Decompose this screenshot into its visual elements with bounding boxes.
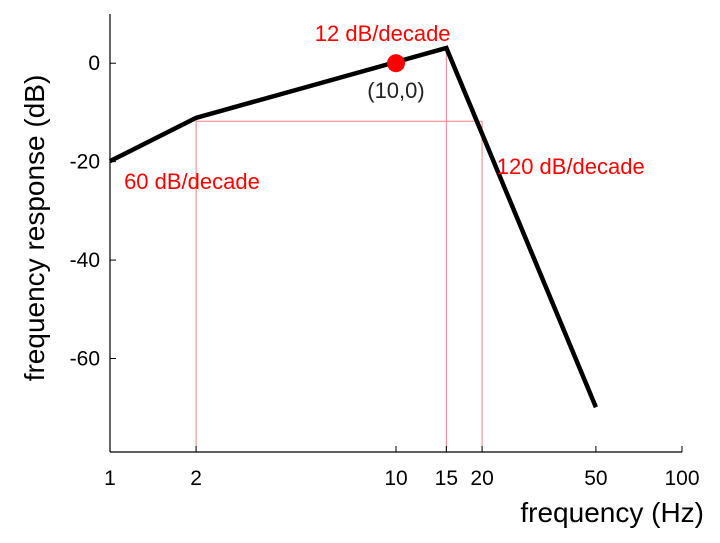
marker-point	[387, 54, 405, 73]
y-tick-label-2: -40	[70, 249, 100, 272]
guide-lines	[195, 47, 483, 452]
series-line-0	[108, 45, 598, 409]
y-tick-label-1: -20	[70, 151, 100, 174]
annotation-1: 60 dB/decade	[124, 169, 260, 194]
y-axis-label: frequency response (dB)	[19, 75, 50, 382]
x-tick-label-0: 1	[104, 467, 116, 490]
y-tick-label-0: 0	[88, 52, 100, 75]
x-tick-label-6: 100	[664, 467, 699, 490]
annotations-layer: (10,0) 12 dB/decade 60 dB/decade 120 dB/dec…	[124, 21, 645, 194]
x-tick-label-3: 15	[435, 467, 458, 490]
marker-label: (10,0)	[367, 78, 424, 103]
x-tick-label-4: 20	[470, 467, 493, 490]
axes: 1 2 10 15 20 50 100 0 -20 -40 -60	[70, 14, 700, 490]
annotation-0: 12 dB/decade	[315, 21, 451, 46]
x-tick-label-2: 10	[384, 467, 407, 490]
annotation-2: 120 dB/decade	[497, 154, 645, 179]
x-tick-label-5: 50	[584, 467, 607, 490]
x-tick-label-1: 2	[190, 467, 202, 490]
x-axis-label: frequency (Hz)	[520, 497, 704, 528]
series-layer	[108, 45, 598, 409]
y-tick-label-3: -60	[70, 347, 100, 370]
